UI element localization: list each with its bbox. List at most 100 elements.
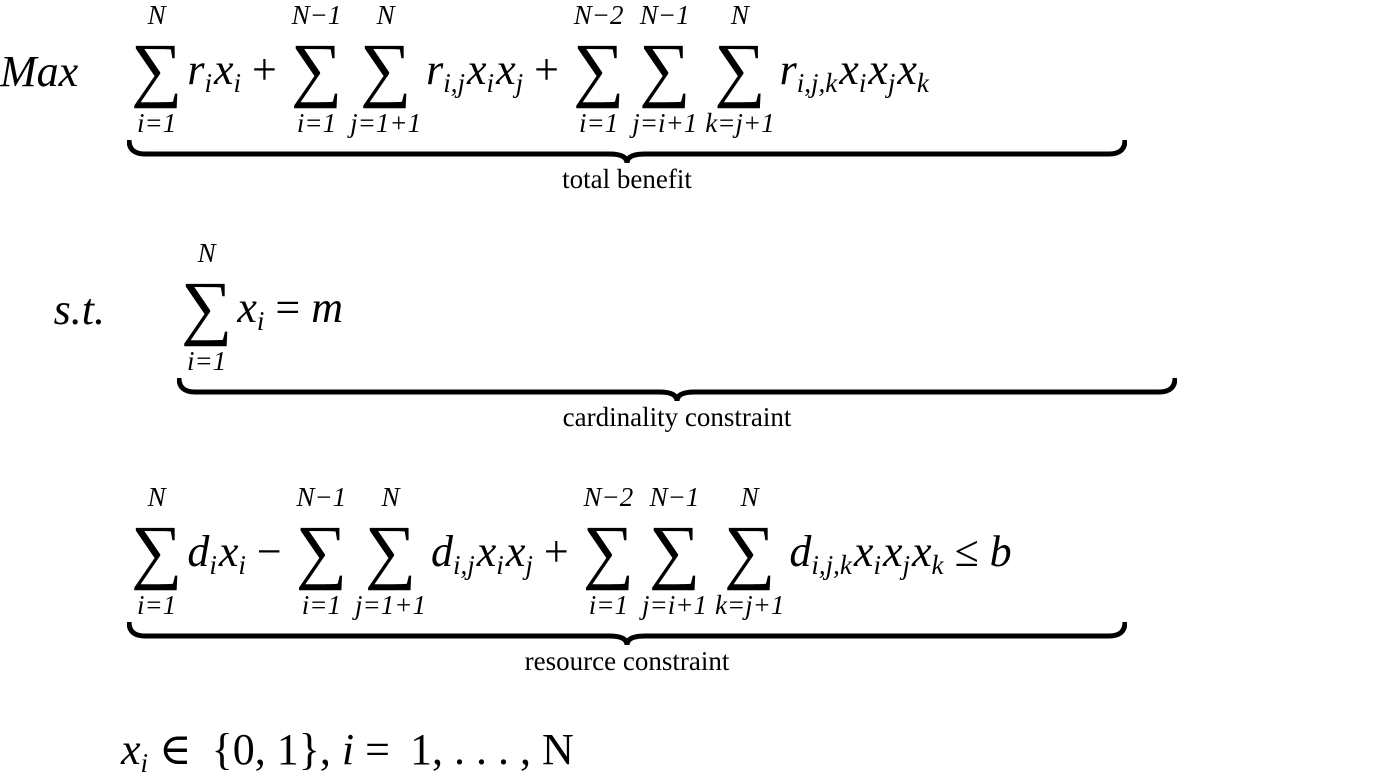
operator: ≤ xyxy=(954,526,979,576)
summation: N−1 ∑ j=i+1 xyxy=(642,482,707,620)
brace-label: resource constraint xyxy=(524,646,730,676)
variable: ri,j,k xyxy=(779,44,838,98)
summation: N ∑ k=j+1 xyxy=(705,0,774,138)
variable: m xyxy=(311,282,343,333)
summation: N−2 ∑ i=1 xyxy=(573,0,624,138)
brace-path xyxy=(179,378,1175,401)
subscript: i xyxy=(233,67,242,98)
sum-lower-limit: j=i+1 xyxy=(642,590,707,620)
subscript: j xyxy=(902,549,910,580)
summation: N−1 ∑ i=1 xyxy=(296,482,347,620)
summation: N ∑ i=1 xyxy=(131,0,182,138)
variable-name: x xyxy=(839,44,859,94)
summation: N−1 ∑ j=i+1 xyxy=(632,0,697,138)
subscript: i xyxy=(496,549,504,580)
sum-upper-limit: N−1 xyxy=(291,0,342,30)
sum-lower-limit: j=i+1 xyxy=(632,108,698,138)
subscript: i xyxy=(209,549,217,580)
sum-upper-limit: N−2 xyxy=(583,482,634,512)
summation: N ∑ i=1 xyxy=(181,238,232,376)
sum-symbol: ∑ xyxy=(714,29,766,109)
variable-name: x xyxy=(213,44,234,94)
expression-row: N ∑ i=1 xi = m xyxy=(177,238,1177,376)
subscript: i,j,k xyxy=(811,549,852,580)
variable: xi xyxy=(853,526,881,580)
variable-name: x xyxy=(853,526,874,576)
variable-name: d xyxy=(789,526,812,576)
variable: xk xyxy=(897,44,929,98)
summation: N−1 ∑ i=1 xyxy=(291,0,342,138)
variable: xj xyxy=(505,526,533,579)
sum-upper-limit: N−1 xyxy=(639,0,690,30)
operator: − xyxy=(256,526,282,576)
subscript: k xyxy=(916,67,929,98)
variable: ri xyxy=(187,44,212,98)
variable-name: x xyxy=(912,526,932,576)
variable-name: d xyxy=(187,526,210,576)
subscript: i xyxy=(204,67,212,98)
variable-name: x xyxy=(496,44,516,94)
sum-lower-limit: j=1+1 xyxy=(355,590,426,620)
brace-path xyxy=(129,140,1125,163)
variable: xi xyxy=(237,282,264,335)
variable: xj xyxy=(868,44,895,97)
expression: xi ∈ {0, 1}, i = 1, . . . , N xyxy=(120,722,584,778)
sum-symbol: ∑ xyxy=(359,29,412,109)
variable: xi xyxy=(467,44,495,98)
sum-lower-limit: i=1 xyxy=(187,346,227,376)
variable-name: b xyxy=(989,526,1012,576)
sum-symbol: ∑ xyxy=(639,29,691,109)
sum-symbol: ∑ xyxy=(582,511,635,591)
variable-name: r xyxy=(779,44,797,94)
sum-upper-limit: N xyxy=(740,482,759,512)
variable-name: x xyxy=(237,282,257,332)
operator: {0, 1}, xyxy=(211,725,331,774)
sum-upper-limit: N xyxy=(147,482,166,512)
variable: b xyxy=(990,526,1012,577)
variable-name: x xyxy=(897,44,917,94)
sum-upper-limit: N−1 xyxy=(649,482,700,512)
variable: di,j xyxy=(431,526,475,579)
variable-name: x xyxy=(868,44,888,94)
subscript: i xyxy=(873,549,881,580)
variable-name: x xyxy=(505,526,526,576)
variable: xi xyxy=(839,44,866,97)
subscript: j xyxy=(515,67,524,98)
brace-path xyxy=(129,622,1125,645)
sum-lower-limit: k=j+1 xyxy=(714,590,785,620)
sum-upper-limit: N xyxy=(376,0,395,30)
operator: 1, . . . , N xyxy=(409,725,574,774)
sum-upper-limit: N xyxy=(197,238,216,268)
sum-symbol: ∑ xyxy=(131,511,183,591)
variable-name: x xyxy=(467,44,487,94)
operator: + xyxy=(534,44,559,94)
variable-name: x xyxy=(882,526,903,576)
sum-upper-limit: N xyxy=(147,0,166,30)
sum-lower-limit: i=1 xyxy=(137,108,177,138)
subscript: i xyxy=(238,549,246,580)
formula-line: xi ∈ {0, 1}, i = 1, . . . , N xyxy=(120,722,584,778)
line-label: Max xyxy=(0,47,79,96)
sum-lower-limit: i=1 xyxy=(296,108,337,138)
sum-symbol: ∑ xyxy=(724,511,776,591)
operator: ∈ xyxy=(159,725,192,774)
variable: xi xyxy=(121,722,148,778)
variable: xi xyxy=(213,44,242,98)
subscript: i xyxy=(486,67,495,98)
expression-row: xi ∈ {0, 1}, i = 1, . . . , N xyxy=(120,722,584,778)
subscript: k xyxy=(931,549,944,580)
sum-upper-limit: N xyxy=(381,482,400,512)
sum-symbol: ∑ xyxy=(648,511,701,591)
sum-lower-limit: j=1+1 xyxy=(350,108,422,138)
subscript: i xyxy=(140,748,149,778)
variable-name: d xyxy=(431,526,453,576)
summation: N ∑ k=j+1 xyxy=(715,482,784,620)
variable: i xyxy=(342,722,354,778)
variable: di,j,k xyxy=(789,526,852,580)
sum-symbol: ∑ xyxy=(295,511,348,591)
sum-lower-limit: i=1 xyxy=(588,590,628,620)
expression-row: N ∑ i=1 ri xi + N−1 ∑ i=1 N ∑ j=1+1 ri,j xi xj + N−2 ∑ i=1… xyxy=(127,0,1127,138)
subscript: i,j,k xyxy=(796,67,838,98)
formula-line: Max N ∑ i=1 ri xi + N−1 ∑ i=1 N ∑ j=1+1 ri,j xi xj + N−2 ∑… xyxy=(0,0,1127,194)
